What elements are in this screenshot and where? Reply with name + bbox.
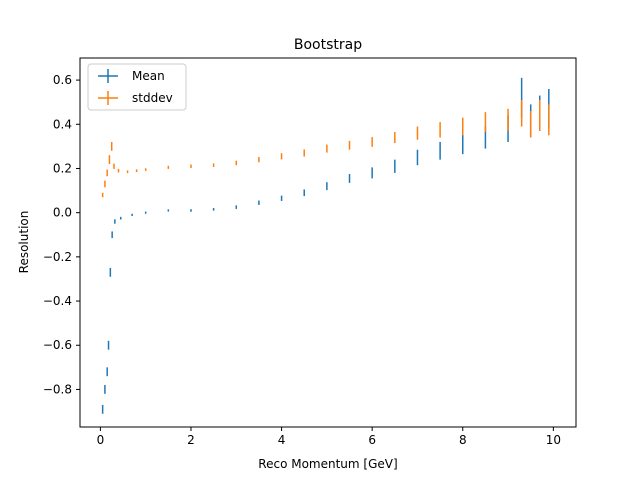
- legend-marker-stddev: [98, 91, 118, 105]
- y-tick-label: −0.4: [43, 294, 72, 308]
- y-tick-label: 0.0: [53, 206, 72, 220]
- legend: Mean stddev: [87, 63, 187, 111]
- x-tick-label: 10: [546, 433, 561, 447]
- y-tick-label: −0.8: [43, 382, 72, 396]
- y-tick-label: 0.4: [53, 117, 72, 131]
- series-stddev: [101, 99, 550, 198]
- x-tick-label: 8: [459, 433, 467, 447]
- y-tick-label: 0.6: [53, 73, 72, 87]
- legend-label-mean: Mean: [132, 69, 165, 83]
- x-tick-label: 0: [97, 433, 105, 447]
- y-tick-label: 0.2: [53, 161, 72, 175]
- x-tick-label: 2: [187, 433, 195, 447]
- x-axis-label: Reco Momentum [GeV]: [258, 457, 397, 471]
- x-tick-label: 4: [278, 433, 286, 447]
- legend-marker-mean: [98, 69, 118, 83]
- y-tick-label: −0.2: [43, 250, 72, 264]
- chart-title: Bootstrap: [294, 37, 362, 53]
- x-tick-label: 6: [368, 433, 376, 447]
- y-tick-label: −0.6: [43, 338, 72, 352]
- data-marks: [101, 77, 550, 414]
- plot-frame: [79, 57, 577, 428]
- legend-label-stddev: stddev: [132, 91, 173, 105]
- y-axis-label: Resolution: [17, 211, 31, 274]
- axis-ticks: 0 2 4 6 8 10 −0.8 −0.6 −0.4 −0.2 0.0 0.2 0.4 0.6: [43, 73, 561, 447]
